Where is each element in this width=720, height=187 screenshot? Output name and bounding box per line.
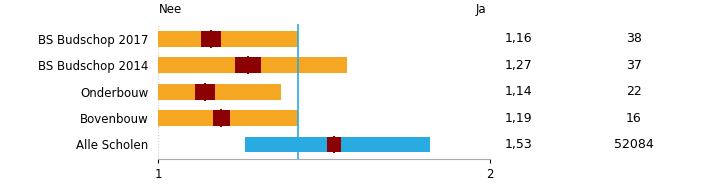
- Text: 1,19: 1,19: [505, 111, 532, 125]
- Bar: [235, 57, 261, 73]
- Text: 38: 38: [626, 32, 642, 45]
- Text: 22: 22: [626, 85, 642, 98]
- Bar: [195, 84, 215, 99]
- Text: 37: 37: [626, 59, 642, 72]
- Text: 16: 16: [626, 111, 642, 125]
- Text: 1,27: 1,27: [505, 59, 532, 72]
- Bar: [158, 110, 297, 126]
- Bar: [158, 84, 281, 99]
- Text: Ja: Ja: [476, 3, 486, 16]
- Bar: [202, 31, 221, 47]
- Text: 1,53: 1,53: [505, 138, 532, 151]
- Text: 1,16: 1,16: [505, 32, 532, 45]
- Bar: [245, 137, 430, 152]
- Bar: [158, 31, 297, 47]
- Text: 52084: 52084: [613, 138, 654, 151]
- Bar: [213, 110, 230, 126]
- Text: 1,14: 1,14: [505, 85, 532, 98]
- Bar: [328, 137, 341, 152]
- Bar: [158, 57, 347, 73]
- Text: Nee: Nee: [158, 3, 181, 16]
